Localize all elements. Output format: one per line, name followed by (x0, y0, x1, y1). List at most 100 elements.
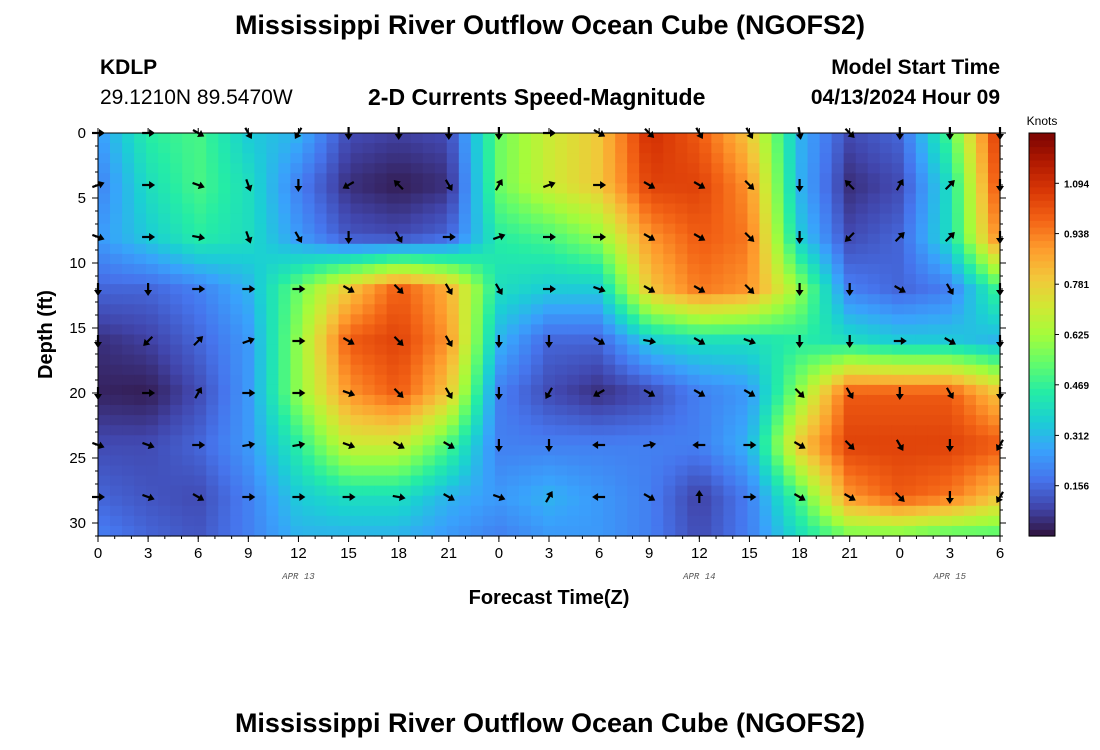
heatmap-cell (975, 233, 989, 245)
direction-arrow-head (396, 338, 404, 346)
heatmap-cell (506, 525, 520, 537)
heatmap-cell (458, 394, 472, 406)
heatmap-cell (194, 324, 207, 336)
heatmap-cell (482, 394, 496, 406)
heatmap-cell (98, 465, 111, 477)
heatmap-cell (951, 203, 965, 215)
direction-arrow-head (196, 336, 204, 344)
heatmap-cell (434, 455, 448, 467)
heatmap-cell (170, 183, 183, 195)
heatmap-cell (242, 213, 255, 225)
heatmap-cell (494, 384, 508, 396)
x-tick-label: 0 (896, 545, 904, 562)
heatmap-cell (470, 525, 484, 537)
heatmap-cell (771, 243, 785, 255)
heatmap-cell (326, 133, 340, 144)
heatmap-cell (314, 274, 328, 285)
heatmap-cell (855, 415, 869, 426)
heatmap-cell (170, 324, 183, 336)
heatmap-cell (699, 324, 712, 336)
heatmap-cell (506, 435, 520, 446)
direction-arrow (494, 178, 503, 191)
heatmap-cell (891, 455, 905, 467)
heatmap-cell (230, 374, 243, 386)
heatmap-cell (927, 465, 941, 477)
heatmap-cell (254, 263, 267, 275)
direction-arrow (795, 179, 804, 192)
heatmap-cell (134, 173, 147, 184)
heatmap-cell (759, 495, 773, 507)
heatmap-cell (975, 394, 989, 406)
heatmap-cell (723, 354, 737, 366)
direction-arrow-head (692, 441, 699, 449)
y-tick-label: 0 (78, 125, 86, 142)
heatmap-cell (987, 374, 1001, 386)
heatmap-cell (927, 405, 941, 416)
heatmap-cell (458, 465, 472, 477)
heatmap-cell (254, 425, 267, 436)
heatmap-cell (867, 153, 881, 164)
heatmap-cell (735, 344, 749, 356)
heatmap-cell (530, 223, 544, 235)
heatmap-cell (146, 253, 159, 265)
heatmap-cell (482, 384, 496, 396)
heatmap-cell (458, 213, 472, 225)
heatmap-cell (254, 465, 267, 477)
heatmap-cell (158, 455, 171, 467)
heatmap-cell (891, 203, 905, 215)
heatmap-cell (122, 455, 135, 467)
heatmap-cell (206, 475, 219, 487)
heatmap-cell (627, 133, 640, 144)
heatmap-cell (266, 334, 279, 346)
heatmap-cell (362, 193, 376, 205)
heatmap-cell (254, 173, 267, 184)
heatmap-cell (278, 465, 292, 477)
heatmap-cell (302, 374, 316, 386)
heatmap-cell (759, 253, 773, 265)
heatmap-cell (867, 163, 881, 174)
heatmap-cell (422, 304, 436, 315)
heatmap-cell (963, 435, 977, 446)
heatmap-cell (206, 364, 219, 376)
x-tick-label: 18 (390, 545, 407, 562)
heatmap-cell (783, 465, 797, 477)
heatmap-cell (542, 495, 556, 507)
x-tick-label: 6 (996, 545, 1004, 562)
heatmap-cell (254, 505, 267, 517)
heatmap-cell (555, 143, 568, 154)
heatmap-cell (302, 274, 316, 285)
heatmap-cell (807, 213, 821, 225)
heatmap-cell (254, 203, 267, 215)
heatmap-cell (542, 354, 556, 366)
heatmap-cell (819, 253, 833, 265)
direction-arrow (945, 283, 954, 296)
heatmap-cell (326, 203, 340, 215)
heatmap-cell (555, 324, 568, 336)
heatmap-cell (230, 314, 243, 326)
heatmap-cell (326, 515, 340, 527)
heatmap-cell (362, 435, 376, 446)
heatmap-cell (963, 304, 977, 315)
heatmap-cell (542, 263, 556, 275)
heatmap-cell (723, 384, 737, 396)
heatmap-cell (579, 374, 592, 386)
heatmap-cell (579, 133, 592, 144)
heatmap-cell (110, 203, 123, 215)
heatmap-cell (651, 405, 664, 416)
heatmap-cell (951, 374, 965, 386)
heatmap-cell (410, 525, 424, 537)
heatmap-cell (446, 455, 460, 467)
heatmap-cell (374, 233, 388, 245)
heatmap-cell (506, 324, 520, 336)
heatmap-cell (230, 445, 243, 456)
direction-arrow-head (295, 235, 303, 244)
heatmap-cell (314, 133, 328, 144)
heatmap-cell (975, 253, 989, 265)
heatmap-cell (386, 435, 400, 446)
colorbar-segment (1029, 381, 1055, 389)
heatmap-cell (699, 445, 712, 456)
heatmap-cell (326, 435, 340, 446)
heatmap-cell (398, 354, 412, 366)
heatmap-cell (867, 445, 881, 456)
heatmap-cell (855, 193, 869, 205)
